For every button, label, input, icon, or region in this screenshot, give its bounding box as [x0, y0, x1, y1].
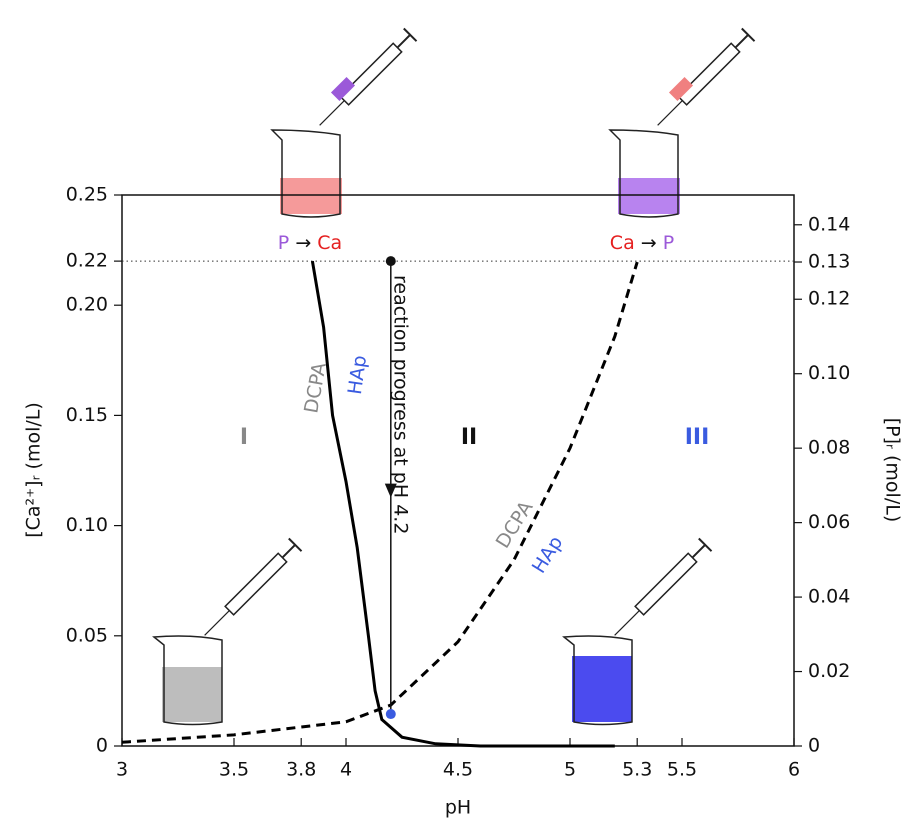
x-tick-label: 3.5: [219, 759, 249, 781]
x-tick-label: 3: [116, 759, 128, 781]
y-tick-label: 0.20: [66, 294, 108, 316]
start-point: [385, 256, 396, 267]
y2-tick-label: 0: [808, 735, 820, 757]
end-point: [385, 709, 396, 720]
plot-frame: [121, 194, 795, 747]
from: Ca: [610, 232, 635, 254]
left-transition: P → Ca: [278, 232, 342, 254]
from: P: [278, 232, 289, 254]
y2-tick-label: 0.12: [808, 288, 850, 310]
region-label: I: [240, 425, 248, 450]
arrow: →: [641, 232, 657, 254]
beaker-top-right: [608, 27, 756, 218]
y2-tick-label: 0.13: [808, 251, 850, 273]
region-label: III: [685, 425, 710, 450]
y-axis-label: [Ca²⁺]ᵣ (mol/L): [23, 402, 45, 538]
arrow-label: reaction progress at pH 4.2: [390, 275, 412, 534]
to: Ca: [317, 232, 342, 254]
x-tick-label: 5: [564, 759, 576, 781]
right-transition: Ca → P: [610, 232, 674, 254]
beaker-bottom-right: [562, 537, 713, 726]
curve-label: HAp: [344, 354, 371, 396]
y-tick-label: 0.15: [66, 404, 108, 426]
x-axis-label: pH: [445, 797, 471, 819]
curve: [121, 261, 639, 744]
y-tick-label: 0.10: [66, 514, 108, 536]
x-tick-label: 3.8: [286, 759, 316, 781]
y2-tick-label: 0.08: [808, 437, 850, 459]
y2-tick-label: 0.14: [808, 213, 850, 235]
x-tick-label: 5.3: [622, 759, 652, 781]
y2-tick-label: 0.02: [808, 660, 850, 682]
x-tick-label: 4.5: [443, 759, 473, 781]
to: P: [663, 232, 674, 254]
curve: [310, 260, 615, 748]
y-tick-label: 0.22: [66, 250, 108, 272]
x-tick-label: 5.5: [667, 759, 697, 781]
x-tick-label: 4: [340, 759, 352, 781]
arrow: →: [295, 232, 311, 254]
y2-axis-label: [P]ᵣ (mol/L): [882, 418, 904, 522]
y-tick-label: 0: [96, 735, 108, 757]
curve-label: HAp: [528, 532, 568, 577]
y2-tick-label: 0.06: [808, 511, 850, 533]
y2-tick-label: 0.04: [808, 586, 850, 608]
curve-label: DCPA: [300, 361, 331, 415]
y2-tick-label: 0.10: [808, 362, 850, 384]
x-tick-label: 6: [788, 759, 800, 781]
plot-area: 3 3.5 3.8 4 4.5 5 5.3 5.5 600.050.100.150.200.22…: [66, 184, 851, 781]
y-tick-label: 0.05: [66, 624, 108, 646]
arrow-head: [384, 483, 397, 498]
y-tick-label: 0.25: [66, 184, 108, 206]
beaker-top-left: [270, 27, 418, 218]
region-label: II: [461, 425, 477, 450]
beaker-bottom-left: [152, 537, 303, 726]
